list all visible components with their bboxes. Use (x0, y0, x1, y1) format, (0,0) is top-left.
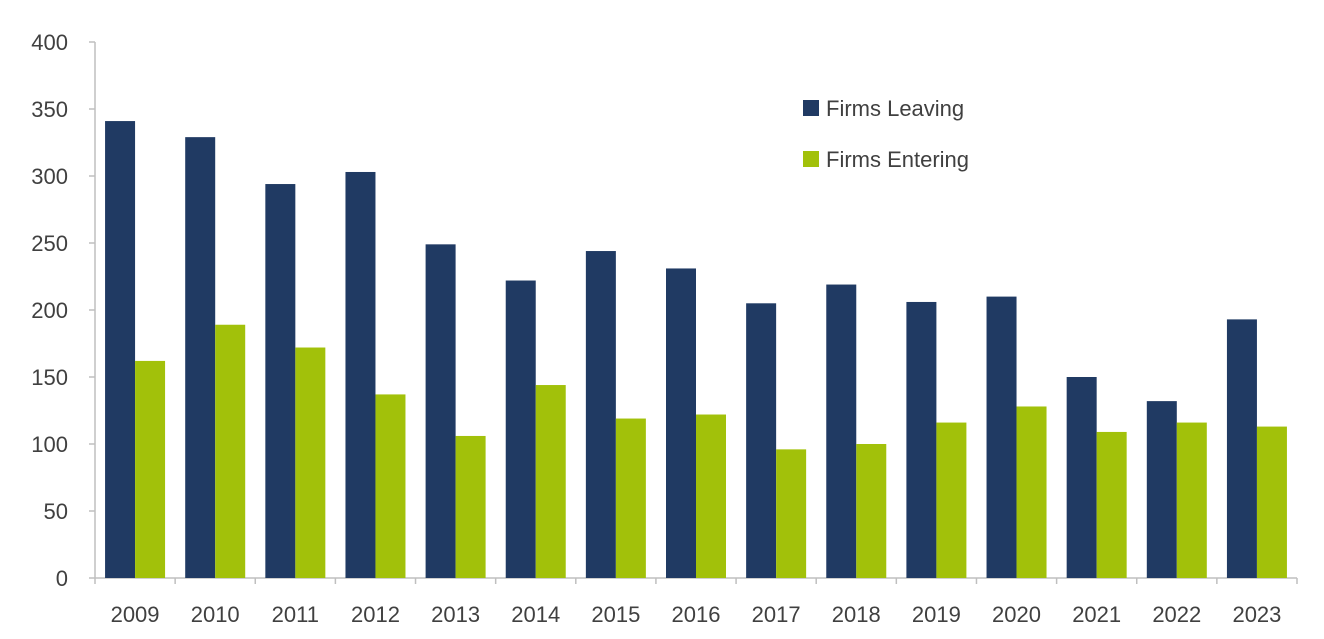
bar-firms-leaving (185, 137, 216, 578)
bar-firms-leaving (1226, 319, 1257, 578)
x-tick-label: 2017 (752, 602, 801, 627)
legend-swatch-firms-leaving (803, 100, 819, 116)
y-tick-label: 0 (56, 566, 68, 591)
bar-firms-leaving (826, 284, 857, 578)
bar-firms-leaving (425, 244, 456, 578)
bar-firms-entering (215, 324, 246, 578)
y-tick-label: 250 (31, 231, 68, 256)
x-tick-label: 2022 (1152, 602, 1201, 627)
x-tick-label: 2010 (191, 602, 240, 627)
x-tick-label: 2012 (351, 602, 400, 627)
x-tick-label: 2020 (992, 602, 1041, 627)
bar-firms-entering (696, 414, 726, 578)
bar-firms-leaving (666, 268, 696, 578)
bar-firms-entering (1016, 406, 1047, 578)
y-tick-label: 100 (31, 432, 68, 457)
bar-firms-leaving (345, 171, 376, 579)
y-tick-label: 300 (31, 164, 68, 189)
x-tick-label: 2023 (1232, 602, 1281, 627)
legend-swatch-firms-entering (803, 151, 819, 167)
bar-firms-entering (1256, 426, 1287, 578)
y-tick-label: 200 (31, 298, 68, 323)
bar-firms-entering (455, 435, 486, 578)
x-tick-label: 2013 (431, 602, 480, 627)
x-tick-label: 2021 (1072, 602, 1121, 627)
x-tick-label: 2014 (511, 602, 560, 627)
bar-firms-leaving (746, 303, 777, 578)
bar-firms-entering (375, 394, 406, 578)
legend-label-firms-entering: Firms Entering (826, 147, 969, 172)
bar-firms-entering (856, 444, 887, 578)
x-tick-label: 2011 (272, 602, 319, 627)
legend-label-firms-leaving: Firms Leaving (826, 96, 964, 121)
bar-firms-leaving (505, 280, 536, 578)
bar-firms-leaving (986, 296, 1017, 578)
x-axis: 2009 2010 2011 2012 2013 2014 2015 2016 2017 2018… (94, 577, 1298, 627)
bar-firms-leaving (1146, 401, 1177, 578)
bar-firms-leaving (105, 121, 136, 578)
bar-firms-entering (535, 385, 566, 578)
y-tick-label: 150 (31, 365, 68, 390)
bar-firms-entering (936, 422, 967, 578)
bar-firms-leaving (585, 251, 616, 579)
bar-firms-leaving (906, 301, 937, 578)
bar-firms-entering (1096, 431, 1127, 578)
bar-firms-entering (295, 347, 326, 578)
bar-firms-entering (776, 449, 807, 578)
y-tick-label: 50 (44, 499, 68, 524)
x-tick-label: 2009 (111, 602, 160, 627)
x-tick-label: 2016 (672, 602, 721, 627)
y-tick-label: 400 (31, 30, 68, 55)
legend: Firms Leaving Firms Entering (803, 96, 969, 172)
y-tick-label: 350 (31, 97, 68, 122)
x-tick-label: 2015 (591, 602, 640, 627)
bar-firms-entering (135, 360, 166, 578)
bar-firms-entering (615, 418, 646, 578)
bar-firms-leaving (1066, 377, 1097, 578)
bar-firms-leaving (265, 184, 296, 579)
bars (105, 121, 1287, 579)
bar-firms-entering (1176, 422, 1207, 578)
x-tick-label: 2018 (832, 602, 881, 627)
x-tick-label: 2019 (912, 602, 961, 627)
y-axis: 0 50 100 150 200 250 300 350 400 (31, 30, 96, 591)
